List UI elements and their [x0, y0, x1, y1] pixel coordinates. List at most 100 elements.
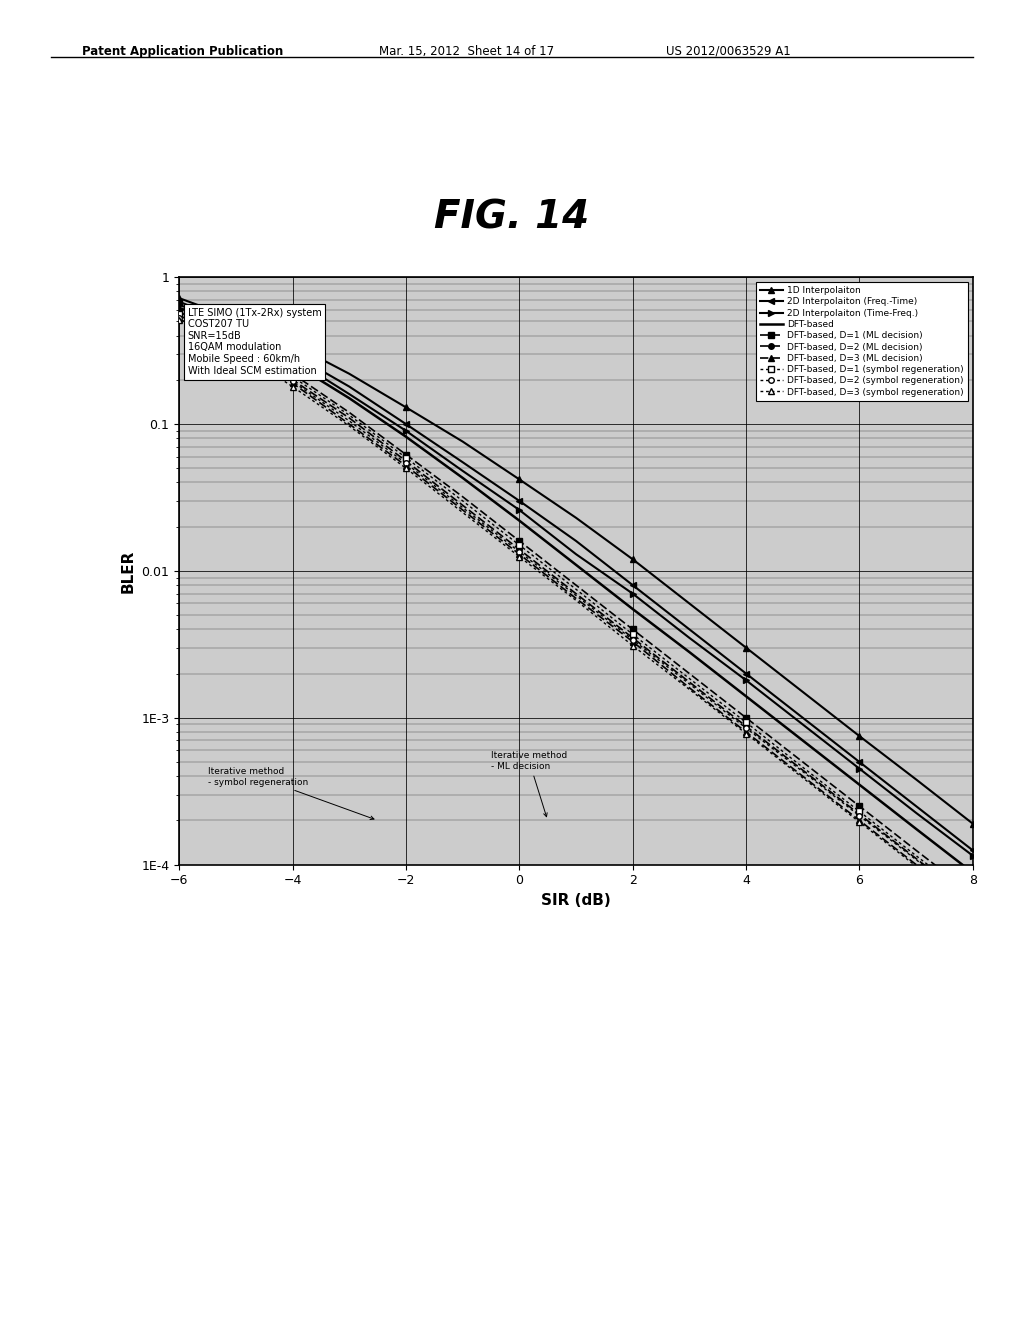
2D Interpolaiton (Freq.-Time): [967, 842, 979, 858]
DFT-based, D=2 (symbol regeneration): [797, 764, 809, 780]
2D Interpolaiton (Freq.-Time): [513, 492, 525, 508]
DFT-based, D=3 (ML decision): [287, 375, 299, 391]
2D Interpolaiton (Freq.-Time): [797, 710, 809, 726]
DFT-based, D=3 (ML decision): [740, 725, 753, 741]
DFT-based, D=1 (ML decision): [569, 577, 582, 593]
2D Interpolaiton (Freq.-Time): [683, 622, 695, 638]
Text: Patent Application Publication: Patent Application Publication: [82, 45, 284, 58]
DFT-based, D=1 (ML decision): [229, 331, 242, 347]
1D Interpolaiton: [569, 510, 582, 525]
DFT-based, D=1 (symbol regeneration): [173, 306, 185, 322]
DFT-based, D=1 (symbol regeneration): [853, 804, 865, 820]
DFT-based, D=3 (ML decision): [173, 312, 185, 327]
Line: DFT-based, D=3 (symbol regeneration): DFT-based, D=3 (symbol regeneration): [176, 317, 976, 913]
DFT-based, D=2 (symbol regeneration): [513, 544, 525, 560]
DFT-based, D=1 (symbol regeneration): [513, 537, 525, 553]
1D Interpolaiton: [627, 552, 639, 568]
DFT-based, D=2 (symbol regeneration): [853, 808, 865, 824]
2D Interpolaiton (Freq.-Time): [740, 665, 753, 681]
DFT-based: [853, 776, 865, 792]
2D Interpolaiton (Time-Freq.): [343, 387, 355, 403]
Legend: 1D Interpolaiton, 2D Interpolaiton (Freq.-Time), 2D Interpolaiton (Time-Freq.), : 1D Interpolaiton, 2D Interpolaiton (Freq…: [756, 281, 969, 401]
DFT-based: [287, 355, 299, 371]
2D Interpolaiton (Freq.-Time): [287, 346, 299, 362]
DFT-based: [683, 644, 695, 660]
DFT-based, D=3 (symbol regeneration): [569, 593, 582, 609]
DFT-based, D=1 (symbol regeneration): [910, 847, 923, 863]
2D Interpolaiton (Freq.-Time): [173, 294, 185, 310]
DFT-based: [627, 601, 639, 616]
DFT-based, D=2 (symbol regeneration): [740, 721, 753, 737]
DFT-based, D=2 (symbol regeneration): [683, 676, 695, 692]
2D Interpolaiton (Time-Freq.): [853, 760, 865, 776]
2D Interpolaiton (Time-Freq.): [910, 805, 923, 821]
Line: 2D Interpolaiton (Freq.-Time): 2D Interpolaiton (Freq.-Time): [176, 298, 976, 854]
DFT-based: [399, 429, 412, 445]
DFT-based, D=3 (symbol regeneration): [287, 379, 299, 395]
DFT-based, D=1 (ML decision): [399, 446, 412, 462]
DFT-based, D=2 (ML decision): [513, 541, 525, 557]
2D Interpolaiton (Freq.-Time): [627, 577, 639, 593]
DFT-based, D=1 (symbol regeneration): [287, 368, 299, 384]
DFT-based: [740, 688, 753, 704]
DFT-based, D=2 (ML decision): [967, 895, 979, 911]
DFT-based, D=3 (ML decision): [797, 768, 809, 784]
DFT-based, D=2 (symbol regeneration): [343, 413, 355, 429]
DFT-based, D=1 (ML decision): [173, 304, 185, 319]
X-axis label: SIR (dB): SIR (dB): [541, 892, 611, 908]
DFT-based, D=3 (ML decision): [627, 634, 639, 649]
DFT-based, D=2 (ML decision): [853, 807, 865, 822]
Text: Iterative method
- symbol regeneration: Iterative method - symbol regeneration: [208, 767, 374, 820]
DFT-based, D=3 (ML decision): [683, 680, 695, 696]
DFT-based, D=1 (ML decision): [287, 366, 299, 381]
DFT-based, D=1 (ML decision): [853, 799, 865, 814]
DFT-based, D=2 (ML decision): [399, 453, 412, 469]
DFT-based, D=2 (symbol regeneration): [287, 374, 299, 389]
DFT-based, D=2 (symbol regeneration): [569, 587, 582, 603]
1D Interpolaiton: [229, 312, 242, 327]
DFT-based, D=1 (ML decision): [343, 404, 355, 420]
1D Interpolaiton: [513, 471, 525, 487]
2D Interpolaiton (Freq.-Time): [457, 454, 469, 470]
DFT-based, D=3 (ML decision): [457, 502, 469, 517]
1D Interpolaiton: [740, 640, 753, 656]
2D Interpolaiton (Time-Freq.): [740, 672, 753, 688]
DFT-based, D=1 (symbol regeneration): [967, 891, 979, 907]
DFT-based, D=1 (symbol regeneration): [343, 407, 355, 422]
Y-axis label: BLER: BLER: [121, 549, 136, 593]
1D Interpolaiton: [853, 729, 865, 744]
DFT-based, D=2 (ML decision): [683, 675, 695, 690]
DFT-based, D=2 (symbol regeneration): [910, 851, 923, 867]
DFT-based, D=3 (symbol regeneration): [457, 504, 469, 520]
DFT-based, D=2 (ML decision): [797, 762, 809, 777]
DFT-based, D=2 (symbol regeneration): [173, 310, 185, 326]
DFT-based, D=3 (ML decision): [399, 458, 412, 474]
DFT-based, D=2 (symbol regeneration): [399, 455, 412, 471]
2D Interpolaiton (Freq.-Time): [399, 416, 412, 432]
DFT-based, D=1 (symbol regeneration): [457, 492, 469, 508]
1D Interpolaiton: [683, 595, 695, 611]
Line: DFT-based, D=2 (ML decision): DFT-based, D=2 (ML decision): [176, 313, 976, 906]
DFT-based, D=3 (ML decision): [569, 590, 582, 606]
DFT-based, D=3 (symbol regeneration): [683, 681, 695, 697]
2D Interpolaiton (Time-Freq.): [627, 586, 639, 602]
Line: DFT-based, D=2 (symbol regeneration): DFT-based, D=2 (symbol regeneration): [176, 315, 976, 907]
DFT-based, D=2 (ML decision): [569, 586, 582, 602]
DFT-based, D=1 (ML decision): [797, 754, 809, 770]
DFT-based, D=1 (ML decision): [627, 622, 639, 638]
DFT-based, D=3 (ML decision): [910, 857, 923, 873]
2D Interpolaiton (Time-Freq.): [569, 546, 582, 562]
1D Interpolaiton: [173, 290, 185, 306]
2D Interpolaiton (Time-Freq.): [399, 422, 412, 438]
2D Interpolaiton (Freq.-Time): [853, 754, 865, 770]
DFT-based, D=1 (symbol regeneration): [229, 333, 242, 348]
DFT-based, D=1 (symbol regeneration): [740, 714, 753, 730]
DFT-based, D=2 (ML decision): [627, 630, 639, 645]
Text: LTE SIMO (1Tx-2Rx) system
COST207 TU
SNR=15dB
16QAM modulation
Mobile Speed : 60: LTE SIMO (1Tx-2Rx) system COST207 TU SNR…: [187, 308, 322, 376]
2D Interpolaiton (Freq.-Time): [343, 379, 355, 395]
Line: DFT-based, D=1 (symbol regeneration): DFT-based, D=1 (symbol regeneration): [176, 312, 976, 902]
DFT-based, D=3 (ML decision): [967, 900, 979, 916]
DFT-based, D=2 (ML decision): [910, 850, 923, 866]
DFT-based, D=3 (symbol regeneration): [967, 903, 979, 919]
DFT-based, D=1 (ML decision): [513, 533, 525, 549]
